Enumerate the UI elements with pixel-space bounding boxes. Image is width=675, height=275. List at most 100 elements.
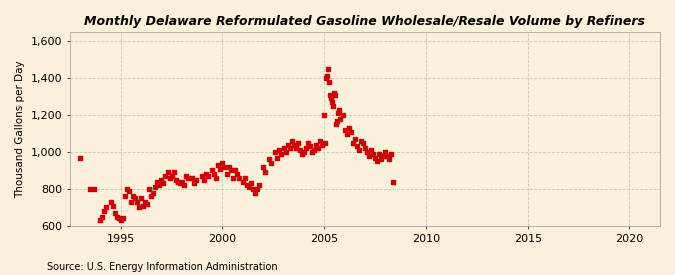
Point [126, 200, 136, 204]
Text: Source: U.S. Energy Information Administration: Source: U.S. Energy Information Administ… [47, 262, 278, 272]
Point [380, 150, 391, 154]
Point [202, 174, 213, 178]
Point [327, 100, 338, 104]
Point [246, 181, 256, 186]
Point [290, 146, 301, 150]
Point [109, 211, 120, 215]
Point [124, 189, 134, 193]
Point [85, 187, 96, 191]
Point [221, 172, 232, 176]
Point [89, 187, 100, 191]
Point [95, 218, 106, 222]
Point [252, 187, 263, 191]
Point [329, 91, 340, 95]
Point [250, 190, 261, 195]
Point [346, 130, 356, 134]
Point [368, 152, 379, 156]
Point [382, 153, 393, 158]
Point [176, 179, 187, 184]
Point [198, 177, 209, 182]
Point [128, 194, 138, 199]
Point [315, 139, 325, 143]
Point [180, 174, 191, 178]
Point [282, 142, 293, 147]
Point [154, 183, 165, 188]
Point [101, 205, 112, 210]
Point [278, 146, 289, 150]
Point [215, 166, 226, 171]
Point [105, 200, 116, 204]
Point [258, 164, 269, 169]
Point [186, 176, 197, 180]
Point [188, 181, 199, 186]
Point [326, 96, 337, 101]
Point [217, 161, 228, 165]
Point [225, 168, 236, 173]
Point [310, 142, 321, 147]
Point [358, 141, 369, 145]
Point [308, 148, 319, 152]
Point [376, 157, 387, 162]
Point [333, 111, 344, 116]
Point [174, 181, 185, 186]
Point [227, 176, 238, 180]
Point [166, 174, 177, 178]
Point [360, 146, 371, 150]
Point [230, 168, 240, 173]
Point [350, 137, 360, 141]
Point [132, 200, 142, 204]
Point [292, 141, 303, 145]
Point [170, 177, 181, 182]
Point [115, 218, 126, 222]
Point [99, 209, 110, 213]
Point [276, 152, 287, 156]
Point [219, 164, 230, 169]
Point [378, 153, 389, 158]
Point [294, 148, 305, 152]
Point [254, 183, 265, 188]
Point [264, 157, 275, 162]
Point [320, 141, 331, 145]
Point [334, 107, 345, 112]
Point [248, 187, 259, 191]
Point [274, 148, 285, 152]
Point [144, 187, 155, 191]
Point [322, 74, 333, 78]
Point [148, 190, 159, 195]
Point [328, 104, 339, 108]
Point [160, 174, 171, 178]
Point [325, 92, 335, 97]
Point [323, 67, 333, 71]
Point [286, 139, 297, 143]
Point [332, 119, 343, 123]
Point [146, 194, 157, 199]
Point [352, 144, 362, 149]
Point [337, 113, 348, 117]
Point [190, 177, 201, 182]
Point [138, 203, 148, 208]
Point [272, 155, 283, 160]
Point [335, 117, 346, 121]
Point [372, 159, 383, 163]
Point [366, 148, 377, 152]
Point [117, 216, 128, 221]
Point [156, 177, 167, 182]
Point [306, 150, 317, 154]
Point [284, 146, 295, 150]
Point [348, 141, 358, 145]
Point [136, 196, 146, 200]
Point [140, 200, 151, 204]
Point [296, 152, 307, 156]
Point [211, 176, 222, 180]
Point [331, 122, 342, 127]
Point [364, 153, 375, 158]
Point [164, 176, 175, 180]
Point [130, 196, 140, 200]
Point [362, 150, 373, 154]
Point [313, 146, 323, 150]
Point [158, 181, 169, 186]
Point [386, 152, 397, 156]
Point [302, 141, 313, 145]
Point [182, 176, 193, 180]
Point [122, 187, 132, 191]
